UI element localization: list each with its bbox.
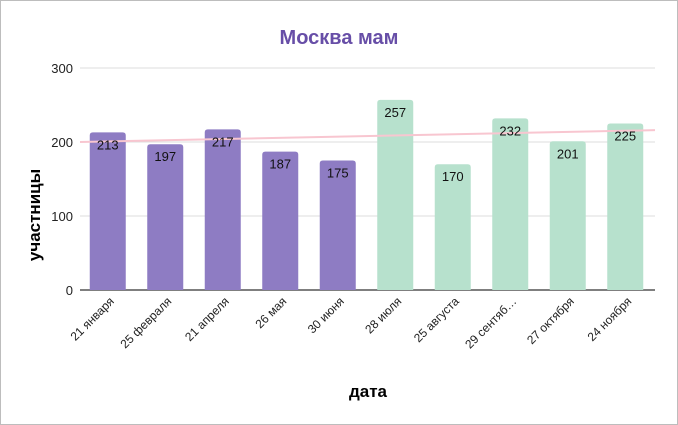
data-label: 201 (557, 146, 579, 161)
x-axis-label: дата (349, 382, 388, 401)
data-label: 217 (212, 134, 234, 149)
data-label: 213 (97, 137, 119, 152)
y-tick-label: 100 (51, 209, 73, 224)
bar (549, 141, 586, 290)
data-label: 225 (614, 129, 636, 144)
data-label: 197 (154, 149, 176, 164)
x-tick-label: 25 августа (411, 294, 462, 345)
x-tick-label: 24 ноября (585, 294, 635, 344)
bar (434, 164, 471, 290)
bar (147, 144, 184, 290)
bar (377, 99, 414, 290)
x-tick-label: 21 января (68, 294, 117, 343)
x-tick-label: 29 сентяб… (462, 294, 519, 351)
y-tick-label: 200 (51, 135, 73, 150)
data-label: 175 (327, 166, 349, 181)
bar (319, 160, 356, 290)
data-label: 232 (499, 123, 521, 138)
bar (492, 118, 529, 290)
x-tick-label: 25 февраля (117, 294, 174, 351)
data-label: 170 (442, 169, 464, 184)
y-axis-label: участницы (25, 169, 44, 261)
bar (204, 129, 241, 290)
bar (262, 151, 299, 290)
x-tick-label: 26 мая (253, 294, 290, 331)
bar (607, 123, 644, 290)
x-tick-label: 27 октября (524, 294, 577, 347)
bar (89, 132, 126, 290)
data-label: 187 (269, 157, 291, 172)
x-tick-label: 30 июня (305, 294, 347, 336)
chart-title: Москва мам (280, 27, 399, 49)
x-tick-label: 21 апреля (182, 294, 232, 344)
x-tick-label: 28 июля (362, 294, 404, 336)
trendline (79, 129, 656, 143)
data-label: 257 (384, 105, 406, 120)
y-tick-label: 0 (66, 283, 73, 298)
y-tick-label: 300 (51, 61, 73, 76)
